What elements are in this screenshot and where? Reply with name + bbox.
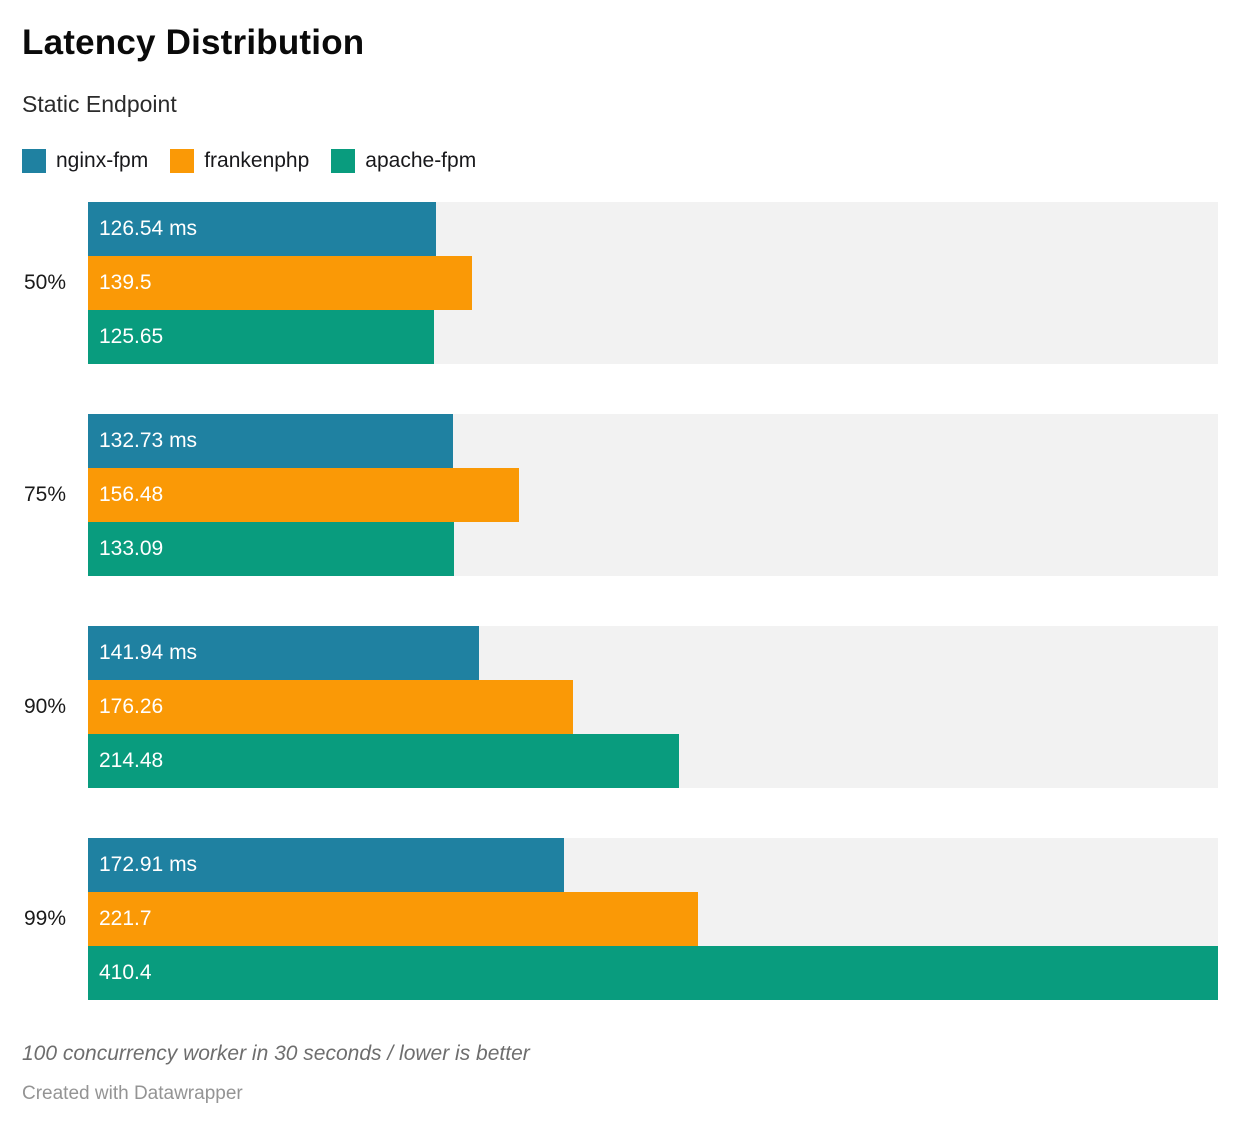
bar-apache-fpm: 214.48 (88, 733, 679, 788)
bar-apache-fpm: 133.09 (88, 521, 455, 576)
bar-group-90: 90% 141.94 ms 176.26 214.48 (0, 625, 1240, 788)
bar-track: 172.91 ms 221.7 410.4 (88, 837, 1218, 1000)
legend-label: nginx-fpm (56, 148, 149, 172)
bar-apache-fpm: 125.65 (88, 309, 434, 364)
bar-chart: 50% 126.54 ms 139.5 125.65 75% 132.73 ms (0, 201, 1240, 1000)
legend-item-frankenphp: frankenphp (170, 148, 310, 173)
bar-track: 132.73 ms 156.48 133.09 (88, 413, 1218, 576)
bar-frankenphp: 139.5 (88, 255, 473, 310)
legend-swatch-icon (170, 148, 195, 173)
bar-apache-fpm: 410.4 (88, 945, 1218, 1000)
chart-title: Latency Distribution (22, 23, 365, 62)
category-label: 90% (23, 694, 66, 718)
chart-subtitle: Static Endpoint (22, 90, 177, 117)
legend-item-nginx-fpm: nginx-fpm (22, 148, 149, 173)
bar-value-label: 133.09 (99, 536, 164, 560)
legend-label: frankenphp (204, 148, 310, 172)
chart-header: Latency Distribution Static Endpoint (0, 0, 1240, 118)
chart-footer: 100 concurrency worker in 30 seconds / l… (22, 1042, 1218, 1105)
bar-group-99: 99% 172.91 ms 221.7 410.4 (0, 837, 1240, 1000)
bar-group-50: 50% 126.54 ms 139.5 125.65 (0, 201, 1240, 364)
bar-nginx-fpm: 141.94 ms (88, 625, 479, 680)
bar-value-label: 126.54 ms (99, 216, 198, 240)
bar-value-label: 156.48 (99, 482, 164, 506)
datawrapper-attribution: Created with Datawrapper (22, 1082, 243, 1104)
category-label: 50% (23, 270, 66, 294)
category-label: 75% (23, 482, 66, 506)
bar-value-label: 176.26 (99, 694, 164, 718)
bar-value-label: 172.91 ms (99, 852, 198, 876)
bar-group-75: 75% 132.73 ms 156.48 133.09 (0, 413, 1240, 576)
bar-value-label: 132.73 ms (99, 428, 198, 452)
legend: nginx-fpm frankenphp apache-fpm (22, 148, 1218, 173)
bar-nginx-fpm: 126.54 ms (88, 201, 437, 256)
bar-track: 141.94 ms 176.26 214.48 (88, 625, 1218, 788)
bar-value-label: 221.7 (99, 906, 152, 930)
bar-value-label: 139.5 (99, 270, 152, 294)
category-label: 99% (23, 906, 66, 930)
bar-track: 126.54 ms 139.5 125.65 (88, 201, 1218, 364)
legend-swatch-icon (22, 148, 46, 173)
bar-frankenphp: 221.7 (88, 891, 699, 946)
bar-value-label: 141.94 ms (99, 640, 198, 664)
bar-frankenphp: 176.26 (88, 679, 574, 734)
bar-value-label: 214.48 (99, 748, 164, 772)
legend-item-apache-fpm: apache-fpm (331, 148, 477, 173)
legend-swatch-icon (331, 148, 356, 173)
bar-value-label: 410.4 (99, 960, 152, 984)
bar-frankenphp: 156.48 (88, 467, 519, 522)
footnote: 100 concurrency worker in 30 seconds / l… (22, 1041, 530, 1065)
bar-value-label: 125.65 (99, 324, 164, 348)
legend-label: apache-fpm (365, 148, 477, 172)
bar-nginx-fpm: 172.91 ms (88, 837, 565, 892)
bar-nginx-fpm: 132.73 ms (88, 413, 454, 468)
